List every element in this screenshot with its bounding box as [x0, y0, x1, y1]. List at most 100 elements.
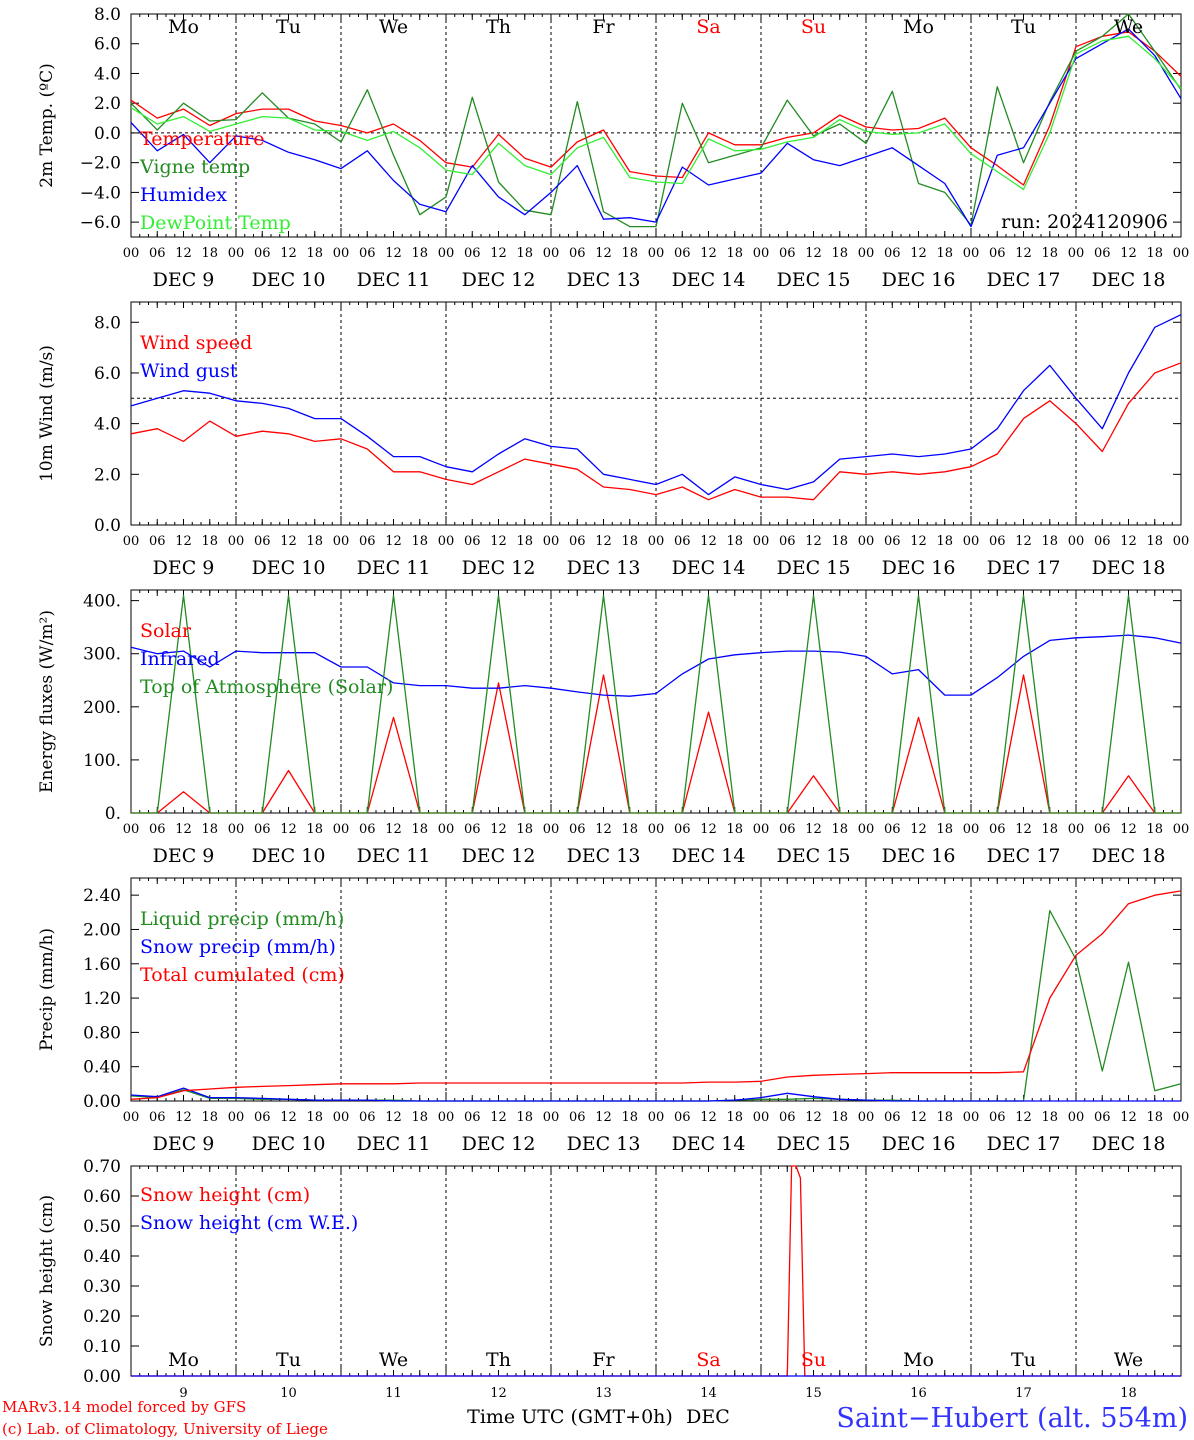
series-line-1: [130, 362, 1182, 501]
y-tick-label: 6.0: [94, 364, 121, 384]
hour-tick-label: 18: [1041, 534, 1058, 549]
day-number-label: 17: [1015, 1386, 1032, 1401]
panel-4: 0.00 0.40 0.80 1.20 1.60 2.00 2.40 Precip (mm/h…: [37, 877, 1189, 1155]
hour-tick-label: 00: [963, 534, 980, 549]
hour-tick-label: 12: [595, 246, 612, 261]
hour-tick-label: 12: [1015, 246, 1032, 261]
hour-tick-label: 06: [674, 246, 691, 261]
y-tick-label: 0.0: [94, 124, 121, 144]
date-label: DEC 18: [1092, 557, 1166, 579]
date-label: DEC 16: [882, 845, 956, 867]
plot-frame: [130, 589, 1182, 814]
plot-frame: [130, 13, 1182, 238]
hour-tick-label: 12: [175, 246, 192, 261]
y-tick-label: 100.: [83, 751, 121, 771]
hour-tick-label: 00: [1173, 246, 1190, 261]
hour-tick-label: 18: [936, 1110, 953, 1125]
y-tick-label: 0.30: [83, 1277, 121, 1297]
hour-tick-label: 06: [464, 534, 481, 549]
y-tick-label: 0.: [105, 804, 121, 824]
hour-tick-label: 00: [123, 534, 140, 549]
hour-tick-label: 00: [543, 1110, 560, 1125]
hour-tick-label: 00: [123, 246, 140, 261]
legend-entry: Temperature: [140, 128, 264, 150]
hour-tick-label: 06: [149, 1110, 166, 1125]
hour-tick-label: 18: [936, 534, 953, 549]
date-label: DEC 14: [672, 845, 746, 867]
hour-tick-label: 18: [201, 1110, 218, 1125]
x-axis-month: DEC: [686, 1406, 730, 1428]
hour-tick-label: 06: [674, 534, 691, 549]
hour-tick-label: 12: [805, 246, 822, 261]
hour-tick-label: 06: [1094, 1110, 1111, 1125]
hour-tick-label: 06: [884, 534, 901, 549]
hour-tick-label: 18: [1146, 1110, 1163, 1125]
y-tick-label: 0.00: [83, 1092, 121, 1112]
hour-tick-label: 18: [1041, 246, 1058, 261]
date-label: DEC 10: [252, 1133, 326, 1155]
y-tick-label: 2.0: [94, 465, 121, 485]
hour-tick-label: 18: [1146, 246, 1163, 261]
date-label: DEC 11: [357, 845, 431, 867]
hour-tick-label: 18: [726, 822, 743, 837]
date-label: DEC 9: [153, 557, 215, 579]
date-label: DEC 17: [987, 557, 1061, 579]
hour-tick-label: 00: [1068, 534, 1085, 549]
y-tick-label: 0.50: [83, 1217, 121, 1237]
hour-tick-label: 18: [1041, 822, 1058, 837]
hour-tick-label: 00: [333, 534, 350, 549]
legend-entry: Humidex: [140, 184, 227, 206]
location-label: Saint−Hubert (alt. 554m): [836, 1403, 1188, 1434]
hour-tick-label: 06: [254, 822, 271, 837]
hour-tick-label: 00: [228, 246, 245, 261]
hour-tick-label: 12: [700, 246, 717, 261]
hour-tick-label: 12: [805, 1110, 822, 1125]
weekday-label: Mo: [903, 16, 934, 38]
day-number-label: 18: [1120, 1386, 1137, 1401]
legend-entry: Wind gust: [140, 360, 238, 382]
hour-tick-label: 00: [333, 1110, 350, 1125]
hour-tick-label: 18: [306, 1110, 323, 1125]
hour-tick-label: 12: [385, 1110, 402, 1125]
panel-2: 0.0 2.0 4.0 6.0 8.0 10m Wind (m/s) Wind speed W…: [37, 301, 1189, 579]
hour-tick-label: 12: [595, 1110, 612, 1125]
date-label: DEC 15: [777, 557, 851, 579]
hour-tick-label: 00: [1068, 1110, 1085, 1125]
day-number-label: 10: [280, 1386, 297, 1401]
hour-tick-label: 12: [805, 822, 822, 837]
hour-tick-label: 06: [464, 246, 481, 261]
day-number-label: 11: [385, 1386, 402, 1401]
date-label: DEC 16: [882, 1133, 956, 1155]
weekday-label: Su: [801, 16, 826, 38]
hour-tick-label: 12: [490, 822, 507, 837]
series-line-2: [130, 13, 1182, 228]
y-axis-title: 10m Wind (m/s): [37, 345, 57, 482]
credit-line-2: (c) Lab. of Climatology, University of L…: [2, 1420, 328, 1438]
y-tick-label: 1.60: [83, 955, 121, 975]
date-label: DEC 17: [987, 1133, 1061, 1155]
hour-tick-label: 00: [543, 534, 560, 549]
date-label: DEC 9: [153, 1133, 215, 1155]
weekday-label: Tu: [276, 1349, 301, 1371]
hour-tick-label: 12: [385, 246, 402, 261]
hour-tick-label: 18: [726, 246, 743, 261]
hour-tick-label: 12: [490, 534, 507, 549]
hour-tick-label: 00: [753, 246, 770, 261]
hour-tick-label: 00: [333, 822, 350, 837]
hour-tick-label: 00: [123, 1110, 140, 1125]
hour-tick-label: 18: [516, 1110, 533, 1125]
hour-tick-label: 18: [411, 822, 428, 837]
weekday-label: Tu: [1011, 16, 1036, 38]
legend-entry: Solar: [140, 620, 192, 642]
hour-tick-label: 06: [569, 246, 586, 261]
hour-tick-label: 18: [936, 822, 953, 837]
y-tick-label: −2.0: [80, 154, 121, 174]
hour-tick-label: 12: [385, 534, 402, 549]
hour-tick-label: 06: [254, 534, 271, 549]
y-tick-label: 0.80: [83, 1023, 121, 1043]
hour-tick-label: 18: [516, 534, 533, 549]
y-tick-label: 0.40: [83, 1247, 121, 1267]
y-tick-label: −6.0: [80, 213, 121, 233]
y-axis-title: Snow height (cm): [37, 1195, 57, 1347]
hour-tick-label: 18: [516, 246, 533, 261]
